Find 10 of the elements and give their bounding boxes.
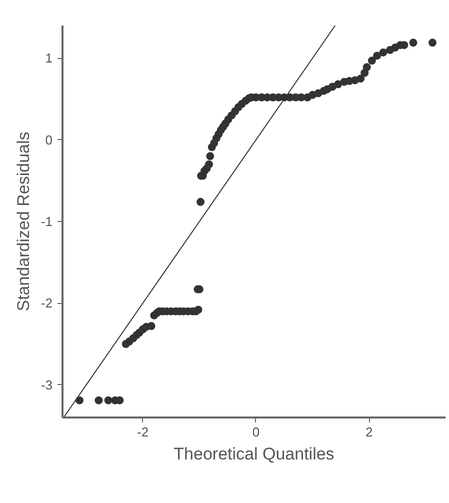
y-tick-label: -2 bbox=[40, 296, 53, 311]
x-tick-label: 2 bbox=[366, 424, 373, 440]
y-tick-label: -3 bbox=[40, 377, 53, 392]
x-tick-label: 0 bbox=[252, 424, 260, 440]
y-axis-title: Standardized Residuals bbox=[14, 132, 33, 312]
y-tick-label: 1 bbox=[45, 50, 53, 66]
x-tick-label: -2 bbox=[137, 424, 149, 440]
y-tick-label: 0 bbox=[45, 132, 53, 148]
x-axis-title: Theoretical Quantiles bbox=[174, 444, 334, 464]
y-tick-label: -1 bbox=[40, 214, 53, 229]
